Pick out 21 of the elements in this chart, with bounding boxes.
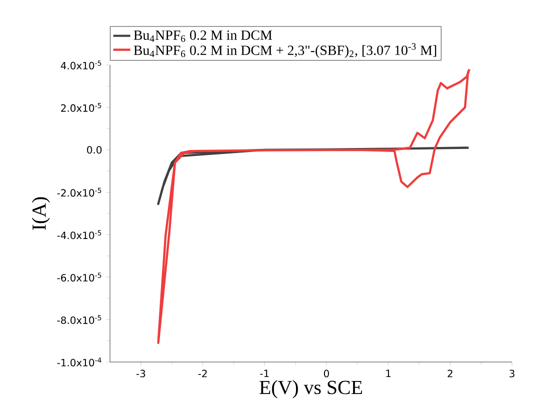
x-axis-title: E(V) vs SCE bbox=[260, 380, 362, 398]
y-tick-label: 2.0x10$^{-5}$ bbox=[61, 103, 102, 112]
y-axis-title: I(A) bbox=[32, 197, 50, 230]
y-tick-label: -6.0x10$^{-5}$ bbox=[57, 272, 102, 282]
x-tick-label: 0 bbox=[324, 370, 329, 378]
legend-label: Bu$_{4}$NPF$_{6}$ 0.2 M in DCM bbox=[134, 30, 272, 42]
text: Bu$_{4}$NPF$_{6}$ 0.2 M in DCM + 2,3"-(SBF)$_{2}$, [3.07 10$^{-3}$ M] bbox=[134, 43, 436, 58]
line-series bbox=[157, 146, 470, 206]
y-tick-label: -2.0x10$^{-5}$ bbox=[57, 188, 102, 197]
y-tick-label: -8.0x10$^{-5}$ bbox=[57, 315, 102, 324]
line-series bbox=[157, 68, 470, 344]
x-tick-label: -3 bbox=[136, 370, 146, 378]
y-tick-label: 4.0x10$^{-5}$ bbox=[60, 60, 102, 70]
y-tick-label: -4.0x10$^{-5}$ bbox=[57, 230, 102, 240]
y-tick-label: -1.0x10$^{-4}$ bbox=[57, 358, 102, 366]
x-tick-label: 2 bbox=[448, 370, 452, 378]
x-tick-label: 1 bbox=[386, 370, 391, 378]
x-tick-label: 3 bbox=[510, 370, 514, 378]
x-tick-label: -2 bbox=[198, 370, 207, 378]
y-tick-label: 0.0 bbox=[87, 146, 102, 154]
x-tick-label: -1 bbox=[260, 370, 269, 378]
